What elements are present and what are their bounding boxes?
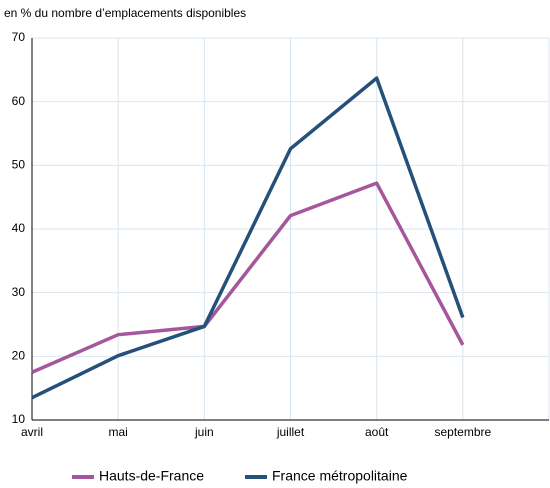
legend-label: Hauts-de-France [99, 468, 204, 484]
x-tick-label: mai [108, 425, 127, 439]
y-tick-label: 20 [12, 349, 26, 363]
legend-label: France métropolitaine [272, 468, 408, 484]
y-tick-label: 10 [12, 412, 26, 426]
y-tick-label: 70 [12, 30, 26, 44]
line-series [31, 76, 465, 400]
x-tick-label: avril [21, 425, 43, 439]
y-tick-label: 40 [12, 221, 26, 235]
y-tick-label: 60 [12, 94, 26, 108]
x-tick-label: juillet [276, 425, 305, 439]
y-tick-label: 50 [12, 158, 26, 172]
x-tick-label: juin [194, 425, 214, 439]
line-series [31, 181, 465, 374]
x-tick-label: août [365, 425, 389, 439]
x-tick-label: septembre [434, 425, 491, 439]
y-tick-label: 30 [12, 285, 26, 299]
y-axis-label: en % du nombre d’emplacements disponible… [4, 6, 246, 20]
